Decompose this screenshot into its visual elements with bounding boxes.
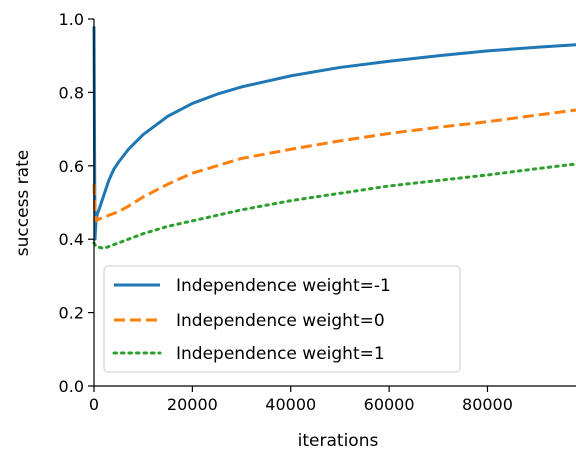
series-line-2 [92, 162, 576, 250]
legend-label-0: Independence weight=-1 [176, 276, 391, 296]
series-line-1 [92, 108, 576, 223]
plot-area [92, 26, 576, 250]
y-tick-label: 0.6 [59, 157, 84, 176]
y-tick-label: 0.0 [59, 377, 84, 396]
x-tick-label: 60000 [364, 395, 415, 414]
y-ticks: 0.0 0.2 0.4 0.6 0.8 1.0 [59, 10, 94, 396]
legend-entries: Independence weight=-1 Independence weigh… [112, 276, 391, 364]
x-tick-label: 20000 [167, 395, 218, 414]
series-line-0 [92, 26, 576, 241]
y-axis-label: success rate [13, 150, 33, 256]
x-tick-label: 80000 [462, 395, 513, 414]
y-tick-label: 1.0 [59, 10, 84, 29]
y-tick-label: 0.8 [59, 83, 84, 102]
y-tick-label: 0.2 [59, 304, 84, 323]
series-lines [92, 26, 576, 250]
x-tick-label: 0 [89, 395, 99, 414]
legend-label-2: Independence weight=1 [176, 344, 385, 364]
legend-label-1: Independence weight=0 [176, 311, 385, 331]
x-tick-label: 40000 [265, 395, 316, 414]
y-tick-label: 0.4 [59, 230, 84, 249]
x-axis-label: iterations [298, 431, 379, 451]
legend-box [103, 265, 461, 373]
legend: Independence weight=-1 Independence weigh… [103, 265, 461, 373]
x-ticks: 0 20000 40000 60000 80000 [89, 386, 513, 414]
